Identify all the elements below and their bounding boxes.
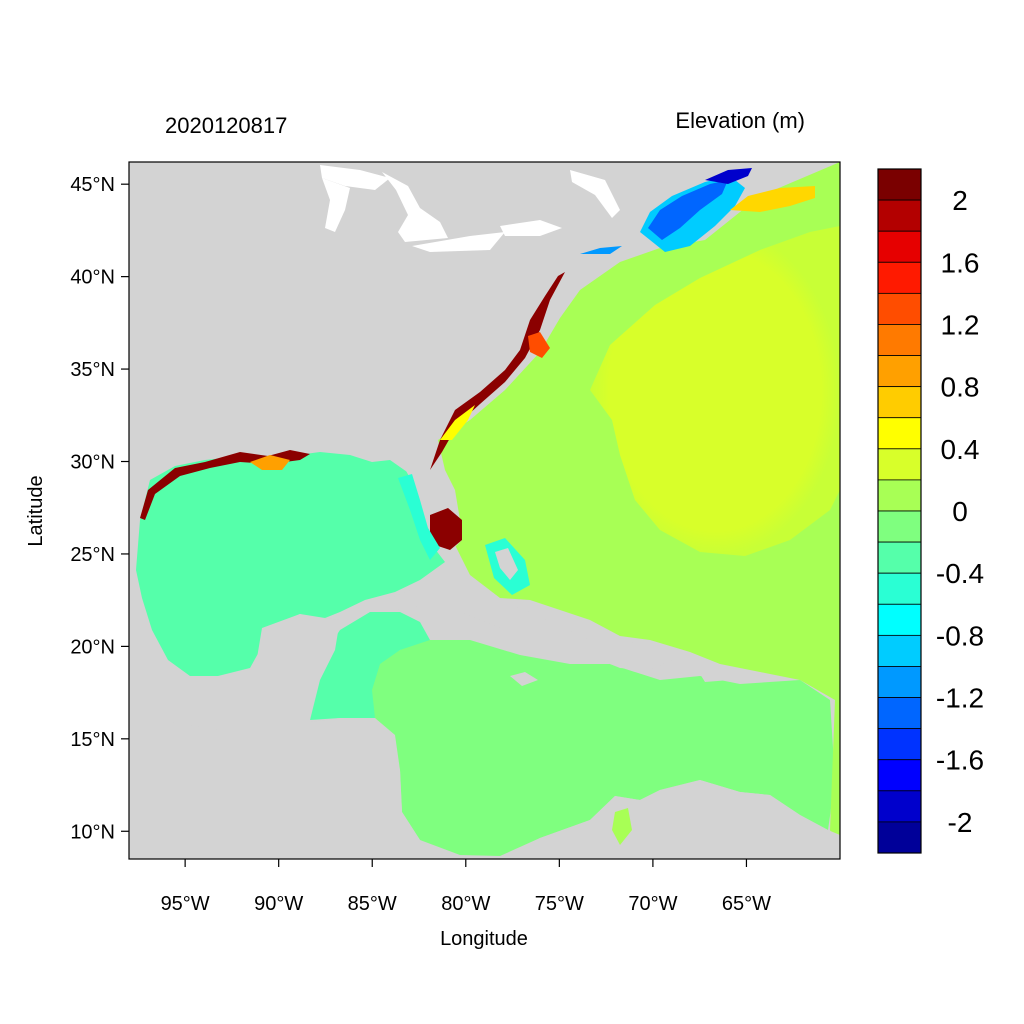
lat-tick-label: 10°N — [70, 821, 115, 843]
colorbar-swatch — [877, 417, 922, 450]
east-coast-surge — [430, 272, 565, 470]
colorbar-swatch — [877, 510, 922, 543]
colorbar-swatch — [877, 261, 922, 294]
colorbar-swatch — [877, 821, 922, 854]
colorbar — [877, 168, 922, 854]
colorbar-swatch — [877, 572, 922, 605]
yucatan-peninsula — [255, 614, 340, 722]
colorbar-swatch — [877, 790, 922, 823]
great-lakes — [320, 165, 620, 252]
colorbar-label: 2 — [952, 185, 968, 216]
long-island-sound — [580, 246, 622, 254]
central-america — [129, 718, 439, 859]
lat-tick-label: 40°N — [70, 267, 115, 289]
colorbar-swatch — [877, 324, 922, 356]
georgia-shelf — [440, 405, 475, 440]
atlantic-high-anomaly — [590, 226, 840, 556]
colorbar-label: -0.8 — [936, 620, 984, 651]
map-time-title: 2020120817 — [165, 113, 287, 138]
lat-tick-label: 25°N — [70, 544, 115, 566]
lon-tick-label: 65°W — [722, 893, 771, 915]
louisiana-surge — [250, 455, 290, 470]
colorbar-swatch — [877, 386, 922, 419]
lon-tick-label: 85°W — [348, 893, 397, 915]
colorbar-swatch — [877, 230, 922, 263]
y-axis-label: Latitude — [25, 475, 47, 546]
colorbar-swatch — [877, 728, 922, 761]
colorbar-label: -1.2 — [936, 683, 984, 714]
lon-tick-label: 70°W — [628, 893, 677, 915]
gulf-of-maine-core — [648, 180, 728, 240]
map-plot-area — [129, 162, 840, 859]
lat-tick-label: 20°N — [70, 636, 115, 658]
colorbar-swatch — [877, 355, 922, 388]
colorbar-swatch — [877, 666, 922, 698]
colorbar-label: -1.6 — [936, 745, 984, 776]
map-variable-title: Elevation (m) — [675, 108, 805, 133]
colorbar-label: 0 — [952, 496, 968, 527]
jamaica — [510, 672, 538, 686]
bay-of-fundy — [705, 168, 752, 184]
cuba — [385, 588, 590, 648]
colorbar-swatch — [877, 199, 922, 232]
west-florida-shelf — [398, 474, 440, 560]
lon-tick-label: 90°W — [254, 893, 303, 915]
colorbar-swatch — [877, 292, 922, 325]
caribbean-sea — [360, 640, 835, 856]
lon-tick-label: 75°W — [535, 893, 584, 915]
south-america — [501, 780, 840, 859]
lat-tick-label: 30°N — [70, 452, 115, 474]
colorbar-swatch — [877, 448, 922, 481]
lon-tick-label: 80°W — [441, 893, 490, 915]
colorbar-swatch — [877, 168, 922, 201]
yucatan-basin — [310, 612, 430, 720]
colorbar-label: -0.4 — [936, 558, 984, 589]
colorbar-label: 1.2 — [941, 309, 980, 340]
colorbar-swatch — [877, 634, 922, 667]
longitude-ticks: 95°W 90°W 85°W 80°W 75°W 70°W 65°W — [161, 859, 771, 915]
colorbar-swatch — [877, 697, 922, 730]
colorbar-label: 0.4 — [941, 434, 980, 465]
south-florida-surge — [430, 508, 462, 550]
lat-tick-label: 15°N — [70, 729, 115, 751]
colorbar-swatch — [877, 603, 922, 636]
gulf-of-mexico — [136, 452, 445, 676]
lat-tick-label: 45°N — [70, 174, 115, 196]
nova-scotia-shelf — [730, 186, 815, 212]
colorbar-label: 1.6 — [941, 247, 980, 278]
colorbar-frame — [877, 168, 922, 854]
lake-maracaibo — [612, 808, 632, 845]
latitude-ticks: 45°N 40°N 35°N 30°N 25°N 20°N 15°N 10°N — [70, 174, 129, 843]
colorbar-label: -2 — [948, 807, 973, 838]
puerto-rico — [700, 672, 730, 682]
colorbar-swatch — [877, 541, 922, 574]
map-frame — [128, 161, 841, 860]
x-axis-label: Longitude — [440, 928, 528, 950]
colorbar-labels: 2 1.6 1.2 0.8 0.4 0 -0.4 -0.8 -1.2 -1.6 -2 — [936, 185, 984, 838]
colorbar-swatch — [877, 479, 922, 512]
chesapeake-surge — [528, 332, 550, 358]
bahamas-islands — [495, 548, 518, 580]
lat-tick-label: 35°N — [70, 359, 115, 381]
colorbar-swatch — [877, 759, 922, 792]
gulf-coast-surge — [140, 450, 310, 520]
colorbar-label: 0.8 — [941, 372, 980, 403]
lon-tick-label: 95°W — [161, 893, 210, 915]
hispaniola — [600, 642, 672, 670]
